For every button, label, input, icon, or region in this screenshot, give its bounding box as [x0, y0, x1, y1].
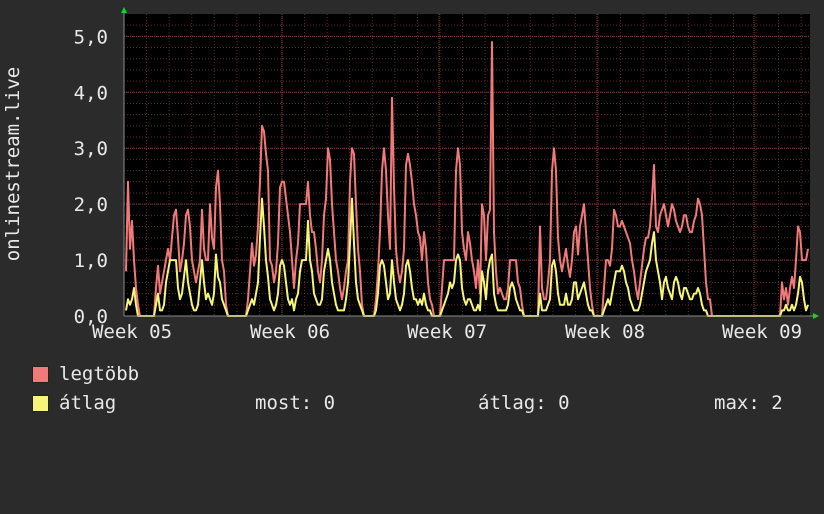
stat-max: max: 2: [714, 392, 783, 414]
axes: [121, 7, 819, 319]
chart: 0,0 1,0 2,0 3,0 4,0 5,0 Week 05 Week 06 Week 07…: [2, 7, 819, 343]
legend-label-max: legtöbb: [59, 363, 140, 385]
y-tick-label: 4,0: [74, 82, 108, 104]
x-axis-arrow-icon: [813, 313, 819, 319]
y-tick-label: 1,0: [74, 250, 108, 272]
legend-swatch-avg: [32, 395, 49, 412]
legend-item-max: legtöbb: [32, 364, 139, 384]
legend-swatch-max: [32, 366, 49, 383]
stat-average: átlag: 0: [478, 392, 570, 414]
x-tick-label: Week 06: [250, 321, 330, 343]
x-tick-labels: Week 05 Week 06 Week 07 Week 08 Week 09: [92, 321, 802, 343]
legend-label-avg: átlag: [59, 392, 117, 414]
x-tick-label: Week 07: [407, 321, 487, 343]
stat-current: most: 0: [255, 392, 336, 414]
y-axis-label: onlinestream.live: [2, 67, 24, 261]
y-tick-label: 5,0: [74, 26, 108, 48]
legend-item-avg: átlag most: 0 átlag: 0 max: 2: [32, 393, 812, 413]
y-tick-label: 3,0: [74, 138, 108, 160]
y-axis-arrow-icon: [121, 7, 127, 13]
plot-area: [124, 14, 810, 316]
y-tick-labels: 0,0 1,0 2,0 3,0 4,0 5,0: [74, 26, 108, 328]
x-tick-label: Week 09: [722, 321, 802, 343]
x-tick-label: Week 05: [92, 321, 172, 343]
x-tick-label: Week 08: [565, 321, 645, 343]
y-tick-label: 2,0: [74, 194, 108, 216]
y-tick-label: 0,0: [74, 306, 108, 328]
